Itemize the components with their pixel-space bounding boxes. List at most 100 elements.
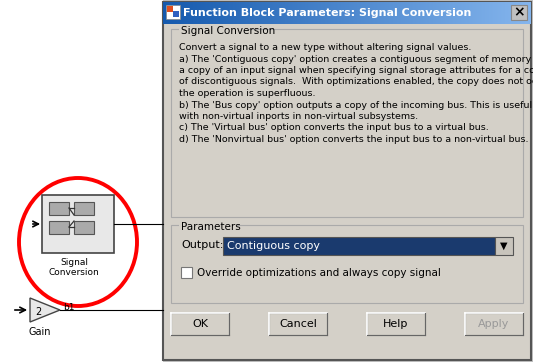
Bar	[291, 2, 292, 24]
Bar	[475, 2, 476, 24]
Text: ▼: ▼	[500, 241, 508, 251]
Bar	[304, 2, 305, 24]
Bar	[427, 2, 428, 24]
Bar	[404, 2, 405, 24]
Text: the operation is superfluous.: the operation is superfluous.	[179, 89, 316, 98]
Bar	[465, 313, 523, 335]
Bar	[296, 2, 297, 24]
Bar	[356, 2, 357, 24]
Bar	[506, 2, 507, 24]
Bar	[173, 2, 174, 24]
Bar	[195, 2, 196, 24]
Bar	[274, 2, 275, 24]
Bar	[499, 2, 500, 24]
Bar	[181, 2, 182, 24]
Bar	[493, 2, 494, 24]
Bar	[214, 2, 215, 24]
Bar	[281, 2, 282, 24]
Text: ×: ×	[513, 5, 525, 20]
Bar	[302, 2, 303, 24]
Bar	[171, 313, 229, 335]
Bar	[399, 2, 400, 24]
Bar	[254, 2, 255, 24]
Bar	[309, 2, 310, 24]
Bar	[520, 2, 521, 24]
Bar	[448, 2, 449, 24]
Bar	[266, 2, 267, 24]
Bar	[483, 2, 484, 24]
Bar	[165, 2, 166, 24]
Bar	[363, 2, 364, 24]
Text: Gain: Gain	[29, 327, 51, 337]
Bar	[315, 2, 316, 24]
Bar	[339, 2, 340, 24]
Bar	[419, 2, 420, 24]
Bar	[400, 2, 401, 24]
Bar	[245, 2, 246, 24]
Bar	[227, 2, 228, 24]
Bar	[435, 2, 436, 24]
Bar	[177, 2, 178, 24]
Bar	[379, 2, 380, 24]
Bar	[434, 2, 435, 24]
Bar	[468, 2, 469, 24]
Bar	[207, 2, 208, 24]
Bar	[169, 2, 170, 24]
Bar	[505, 2, 506, 24]
Bar	[337, 2, 338, 24]
Bar	[390, 2, 391, 24]
Bar	[366, 2, 367, 24]
Bar	[230, 2, 231, 24]
Bar	[179, 28, 249, 36]
Bar	[220, 2, 221, 24]
Bar	[329, 2, 330, 24]
Bar	[250, 2, 251, 24]
Bar	[385, 2, 386, 24]
Text: Parameters: Parameters	[181, 222, 241, 232]
Bar	[303, 2, 304, 24]
Bar	[192, 2, 193, 24]
Bar	[287, 2, 288, 24]
Bar	[290, 2, 291, 24]
Bar	[516, 2, 517, 24]
Bar	[270, 2, 271, 24]
Bar	[190, 2, 191, 24]
Bar	[478, 2, 479, 24]
Bar	[215, 2, 216, 24]
Bar	[489, 2, 490, 24]
Text: Signal
Conversion: Signal Conversion	[49, 258, 99, 277]
Bar	[324, 2, 325, 24]
Bar	[200, 2, 201, 24]
Bar	[273, 2, 274, 24]
Bar	[163, 2, 531, 360]
Bar	[353, 2, 354, 24]
Bar	[511, 2, 512, 24]
Bar	[258, 2, 259, 24]
Bar	[459, 2, 460, 24]
Bar	[182, 2, 183, 24]
Bar	[269, 2, 270, 24]
Bar	[223, 2, 224, 24]
Bar	[229, 2, 230, 24]
Text: d) The 'Nonvirtual bus' option converts the input bus to a non-virtual bus.: d) The 'Nonvirtual bus' option converts …	[179, 135, 529, 144]
Bar	[355, 2, 356, 24]
Bar	[507, 2, 508, 24]
Bar	[484, 2, 485, 24]
Bar	[42, 195, 114, 253]
Bar	[391, 2, 392, 24]
Bar	[486, 2, 487, 24]
Bar	[336, 2, 337, 24]
Bar	[277, 2, 278, 24]
Bar	[446, 2, 447, 24]
Bar	[246, 2, 247, 24]
Bar	[172, 314, 230, 336]
Bar	[345, 2, 346, 24]
Bar	[74, 221, 94, 234]
Bar	[216, 2, 217, 24]
Bar	[452, 2, 453, 24]
Bar	[301, 2, 302, 24]
Bar	[370, 2, 371, 24]
Bar	[166, 2, 167, 24]
Bar	[226, 2, 227, 24]
Bar	[392, 2, 393, 24]
